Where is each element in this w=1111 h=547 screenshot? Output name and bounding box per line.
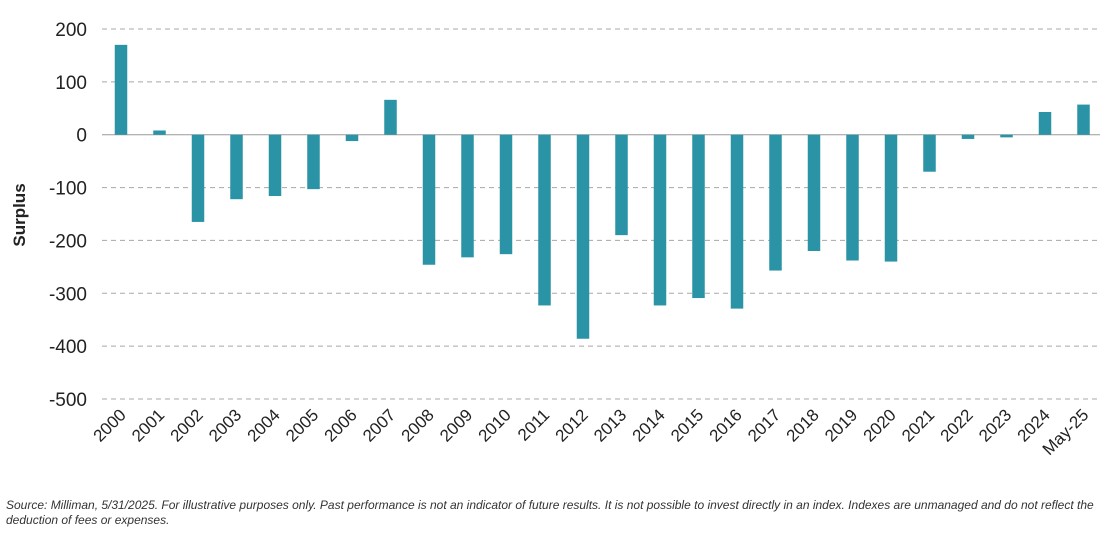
x-tick-label: 2013 — [590, 405, 630, 445]
bar — [114, 44, 128, 135]
bar — [615, 134, 628, 236]
x-tick-label: 2012 — [552, 405, 592, 445]
x-tick-label: 2011 — [514, 405, 553, 444]
bar — [268, 134, 282, 197]
x-tick-label: 2003 — [205, 405, 245, 445]
x-tick-label: 2010 — [475, 405, 515, 445]
x-tick-label: 2007 — [359, 405, 399, 445]
bar — [230, 134, 243, 200]
x-tick-label: 2000 — [90, 405, 130, 445]
bar — [576, 134, 590, 339]
y-tick-label: 0 — [76, 126, 87, 147]
bar — [461, 134, 474, 258]
x-tick-label: 2009 — [436, 405, 476, 445]
x-tick-label: 2021 — [898, 405, 938, 445]
bar — [769, 134, 782, 271]
y-tick-label: 200 — [55, 20, 87, 41]
bar — [961, 134, 975, 139]
bar — [191, 134, 205, 222]
x-tick-label: 2014 — [629, 405, 669, 445]
bar — [153, 130, 166, 135]
source-footnote: Source: Milliman, 5/31/2025. For illustr… — [6, 498, 1094, 527]
x-tick-label: 2017 — [744, 405, 784, 445]
x-tick-label: 2002 — [167, 405, 207, 445]
bar — [692, 134, 705, 299]
bar — [384, 99, 397, 135]
bar — [884, 134, 898, 262]
y-tick-label: -200 — [49, 231, 87, 252]
bar — [538, 134, 551, 306]
x-tick-label: 2008 — [398, 405, 438, 445]
bar — [807, 134, 821, 251]
x-tick-label: 2006 — [321, 405, 361, 445]
x-tick-label: 2016 — [706, 405, 746, 445]
x-axis-ticks: 2000200120022003200420052006200720082009… — [90, 405, 1093, 459]
bars — [114, 44, 1090, 339]
y-tick-label: -400 — [49, 337, 87, 358]
x-tick-label: 2015 — [667, 405, 707, 445]
x-tick-label: 2020 — [860, 405, 900, 445]
y-tick-label: 100 — [55, 73, 87, 94]
x-tick-label: 2022 — [937, 405, 977, 445]
surplus-bar-chart: 200 100 0 -100 -200 -300 -400 -500 200020012002… — [10, 20, 1100, 459]
x-tick-label: 2005 — [282, 405, 322, 445]
bar — [730, 134, 744, 309]
bar — [345, 134, 359, 142]
bar — [422, 134, 436, 265]
y-tick-label: -500 — [49, 390, 87, 411]
x-tick-label: 2004 — [244, 405, 284, 445]
bar — [1038, 111, 1052, 135]
gridlines — [102, 28, 1100, 400]
y-tick-label: -100 — [49, 179, 87, 200]
bar — [653, 134, 667, 306]
x-tick-label: 2019 — [821, 405, 861, 445]
x-tick-label: 2023 — [975, 405, 1015, 445]
bar — [1000, 134, 1013, 138]
x-tick-label: 2001 — [128, 405, 168, 445]
bar — [846, 134, 859, 261]
x-tick-label: 2018 — [783, 405, 823, 445]
bar — [499, 134, 513, 255]
bar — [923, 134, 936, 172]
bar — [307, 134, 320, 190]
y-axis-label: Surplus — [10, 183, 29, 246]
y-axis-ticks: 200 100 0 -100 -200 -300 -400 -500 — [49, 20, 87, 411]
y-tick-label: -300 — [49, 284, 87, 305]
bar — [1077, 104, 1090, 135]
